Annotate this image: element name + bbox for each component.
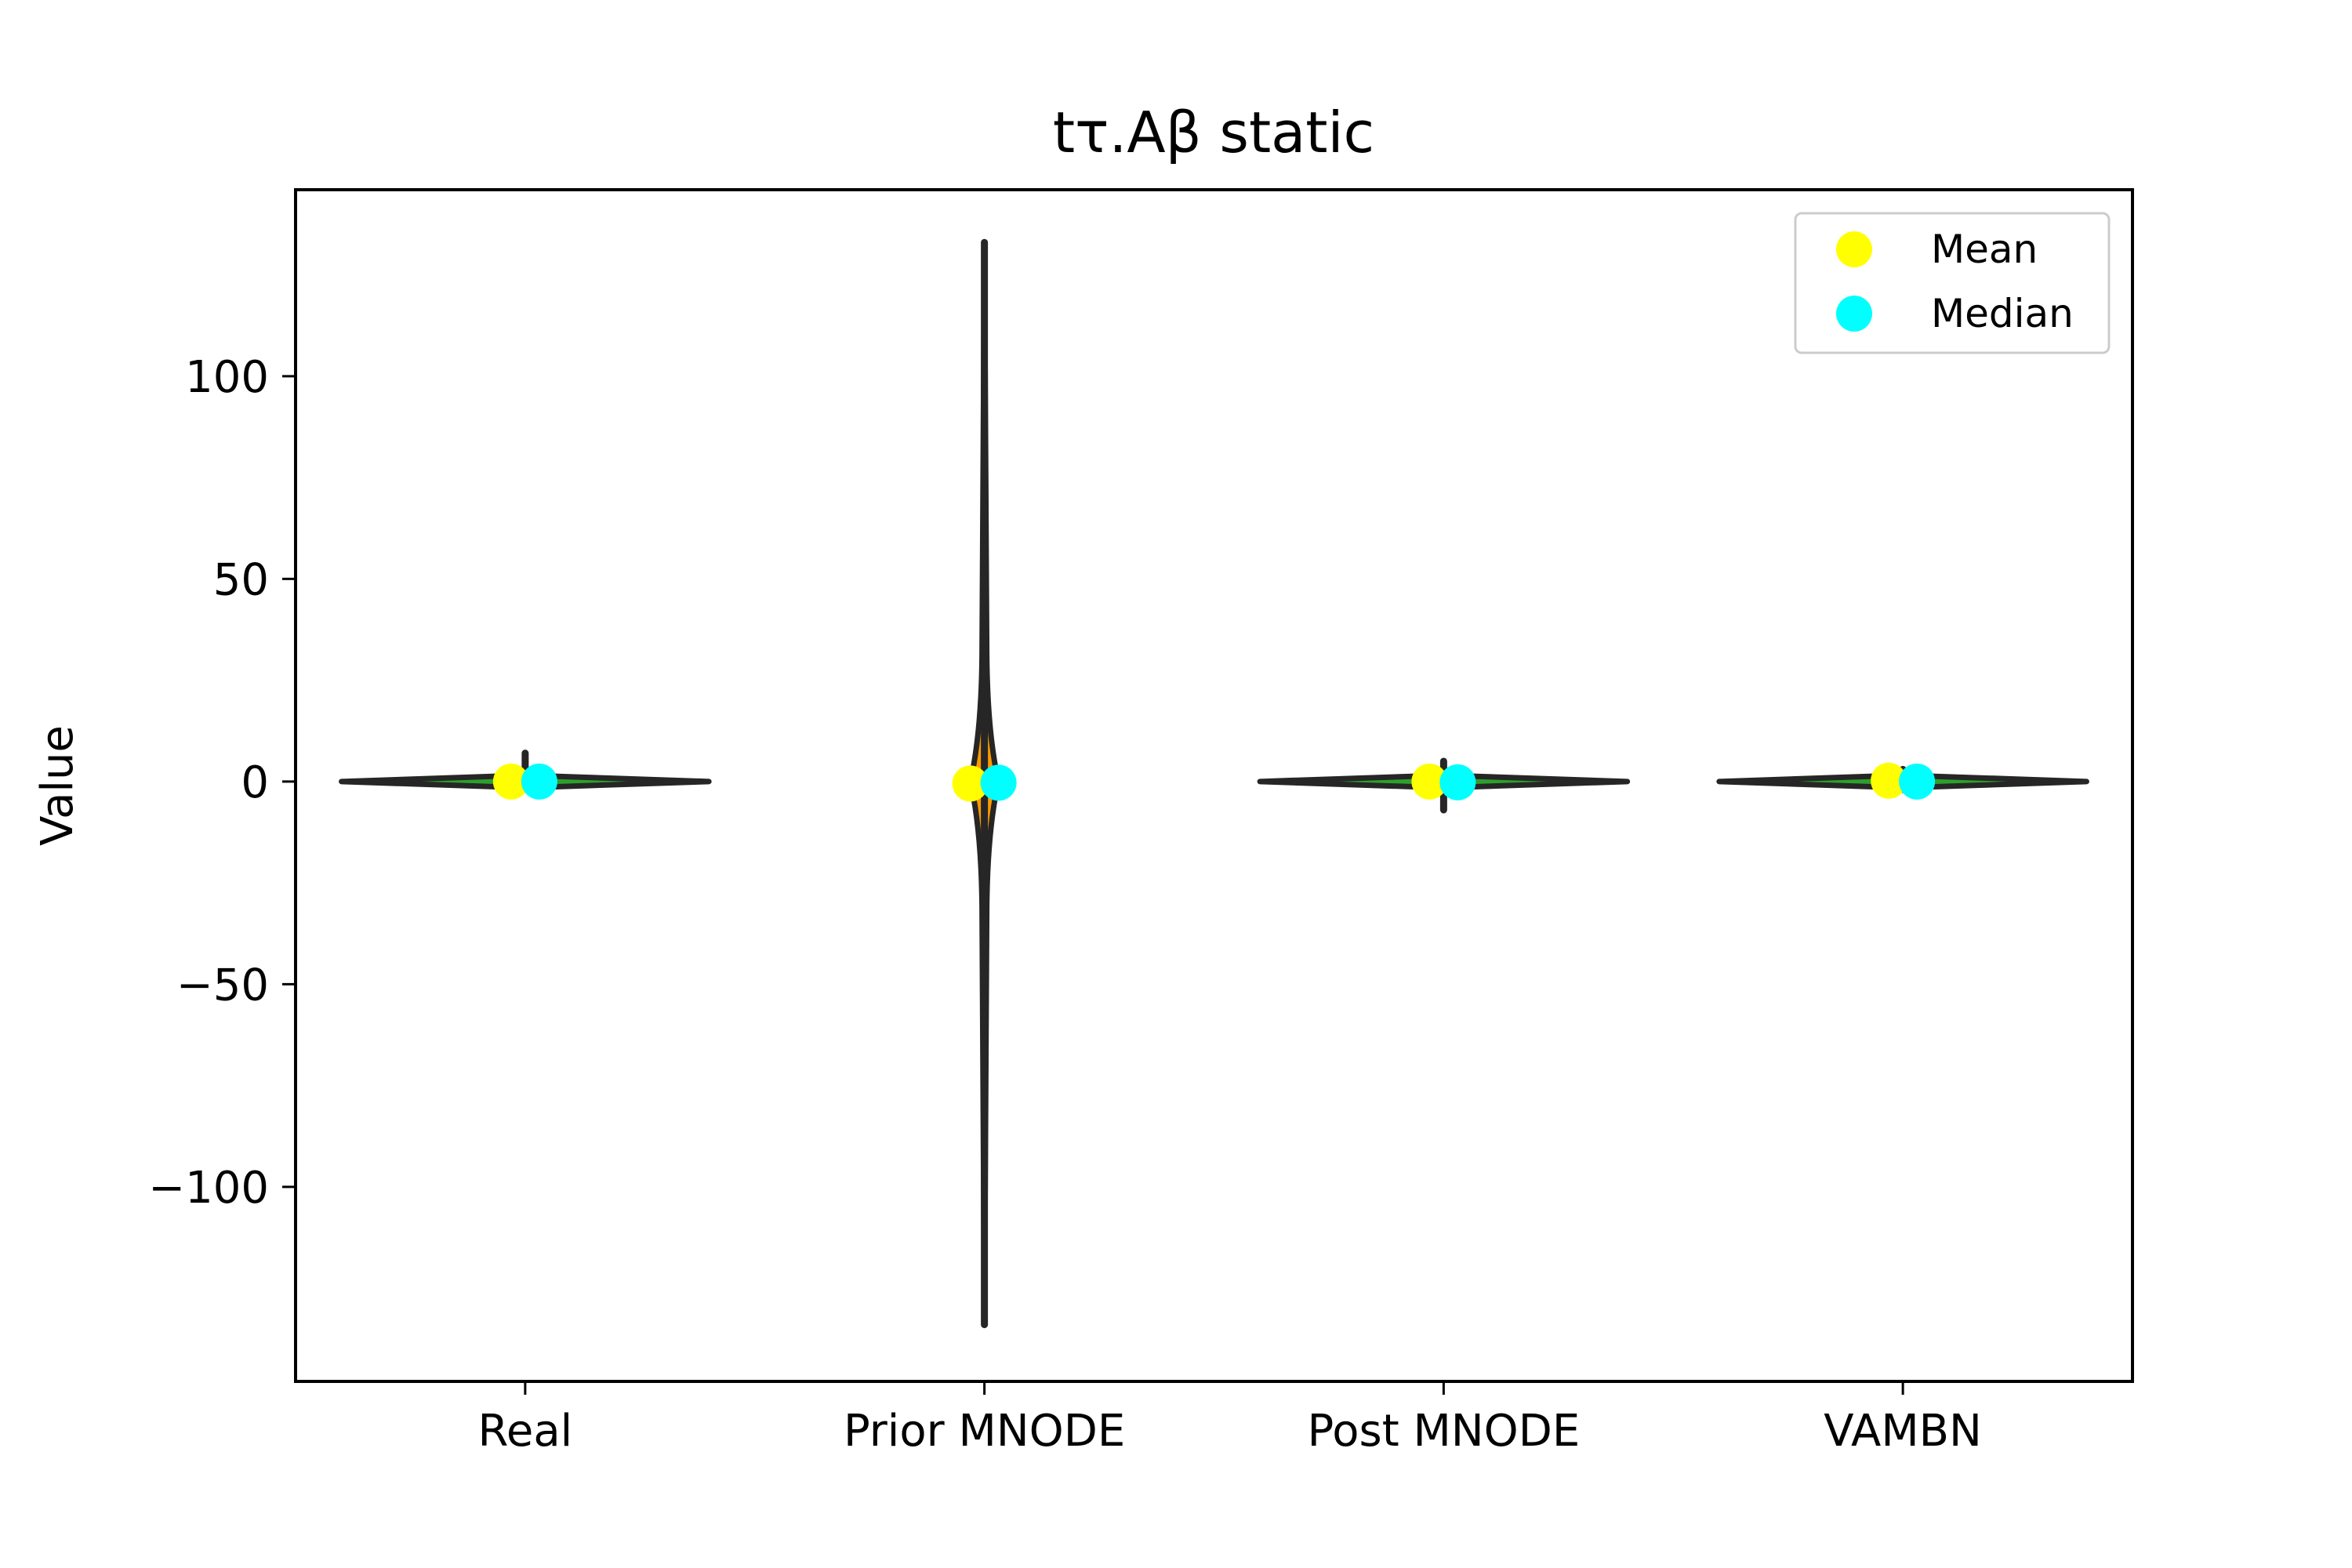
- y-tick-label: −50: [176, 960, 269, 1011]
- median-marker: [1439, 764, 1476, 800]
- violins-layer: [339, 238, 2089, 1329]
- x-tick-label: VAMBN: [1824, 1406, 1982, 1457]
- median-marker: [521, 763, 557, 800]
- y-axis: 100 50 0 −50 −100: [148, 352, 296, 1214]
- mean-marker: [1871, 762, 1907, 799]
- y-tick-label: −100: [148, 1163, 269, 1214]
- y-tick-label: 100: [185, 352, 269, 403]
- mean-marker: [492, 763, 529, 800]
- mean-marker: [1411, 763, 1448, 800]
- y-axis-label: Value: [32, 725, 83, 846]
- legend-median-label: Median: [1931, 291, 2074, 336]
- y-tick-label: 0: [241, 757, 269, 808]
- x-axis: Real Prior MNODE Post MNODE VAMBN: [478, 1381, 1982, 1457]
- median-marker: [980, 764, 1017, 801]
- plot-frame: [294, 188, 2134, 1383]
- x-tick-label: Prior MNODE: [844, 1406, 1125, 1457]
- y-tick-label: 50: [213, 554, 269, 605]
- legend: Mean Median: [1794, 212, 2111, 354]
- x-tick-label: Real: [478, 1406, 573, 1457]
- markers-layer: [492, 762, 1936, 802]
- legend-median-marker: [1836, 296, 1872, 332]
- mean-marker: [952, 765, 989, 802]
- chart-title: tτ.Aβ static: [1053, 100, 1374, 165]
- x-tick-label: Post MNODE: [1307, 1406, 1580, 1457]
- legend-mean-marker: [1836, 231, 1872, 267]
- legend-mean-label: Mean: [1931, 227, 2038, 272]
- median-marker: [1899, 763, 1936, 800]
- legend-box: [1794, 212, 2111, 354]
